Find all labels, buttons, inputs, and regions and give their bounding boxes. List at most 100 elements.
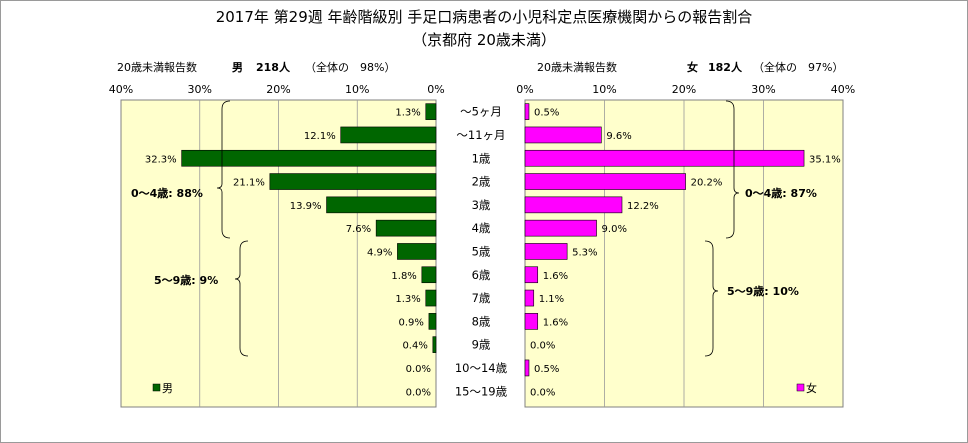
female-header-share: （全体の 97%） — [753, 60, 843, 74]
category-label: 7歳 — [472, 291, 491, 305]
female-x-tick: 40% — [831, 83, 855, 96]
female-data-label: 0.5% — [534, 108, 559, 119]
female-bar — [524, 289, 535, 307]
chart-title: 2017年 第29週 年齢階級別 手足口病患者の小児科定点医療機関からの報告割合 — [216, 8, 753, 26]
female-data-label: 1.1% — [539, 294, 564, 305]
female-data-label: 9.0% — [602, 224, 627, 235]
female-brace-5-9 — [704, 240, 719, 357]
category-label: ～11ヶ月 — [456, 128, 505, 142]
male-group-0-4-label: 0～4歳: 88% — [131, 186, 203, 200]
male-x-tick: 20% — [266, 83, 290, 96]
male-bar — [340, 126, 437, 144]
female-header-label: 20歳未満報告数 — [537, 61, 617, 74]
male-bar — [428, 313, 437, 330]
male-x-tick: 0% — [427, 83, 444, 96]
male-data-label: 0.4% — [402, 341, 427, 352]
female-data-label: 0.5% — [534, 364, 559, 375]
female-bar — [524, 313, 539, 330]
female-data-labels: 0.5% 9.6% 35.1% 20.2% 12.2% 9.0% 5.3% 1.6% 1.1% 1… — [530, 108, 841, 399]
male-legend-label: 男 — [162, 382, 173, 395]
category-label: 3歳 — [472, 198, 491, 212]
male-header-share: （全体の 98%） — [305, 60, 395, 74]
female-bar — [524, 359, 530, 377]
female-group-5-9-label: 5～9歳: 10% — [727, 284, 799, 298]
category-label: 6歳 — [472, 268, 491, 282]
female-data-label: 9.6% — [606, 131, 631, 142]
male-data-label: 0.9% — [399, 317, 424, 328]
male-bar — [375, 219, 437, 237]
female-bar — [524, 266, 539, 284]
female-data-label: 35.1% — [809, 154, 841, 165]
category-label: 15～19歳 — [455, 384, 508, 398]
male-group-5-9-label: 5～9歳: 9% — [154, 273, 218, 287]
category-label: 4歳 — [472, 221, 491, 235]
category-label: 10～14歳 — [455, 361, 508, 375]
female-header-sex: 女 — [687, 60, 698, 74]
male-data-label: 12.1% — [304, 131, 336, 142]
male-bar — [425, 103, 437, 120]
female-x-tick: 30% — [751, 83, 775, 96]
female-data-label: 0.0% — [530, 387, 555, 398]
male-data-label: 4.9% — [367, 247, 392, 258]
male-data-label: 32.3% — [145, 154, 177, 165]
female-bar — [524, 196, 623, 214]
female-legend-label: 女 — [806, 381, 817, 395]
female-bar — [524, 103, 530, 120]
female-header: 20歳未満報告数 女 182人 （全体の 97%） — [537, 60, 843, 74]
female-x-tick: 20% — [672, 83, 696, 96]
female-bar — [524, 219, 597, 237]
male-data-label: 21.1% — [233, 178, 265, 189]
chart-subtitle: （京都府 20歳未満） — [412, 31, 556, 49]
category-labels: ～5ヶ月 ～11ヶ月 1歳 2歳 3歳 4歳 5歳 6歳 7歳 8歳 9歳 10～14歳 15～19歳 — [455, 105, 508, 399]
category-label: ～5ヶ月 — [460, 105, 502, 119]
female-header-count: 182人 — [708, 60, 743, 74]
category-label: 8歳 — [472, 314, 491, 328]
male-bar — [421, 266, 437, 284]
male-data-label: 0.0% — [406, 387, 431, 398]
category-label: 1歳 — [472, 151, 491, 165]
female-data-label: 1.6% — [543, 271, 568, 282]
female-x-tick: 10% — [592, 83, 616, 96]
male-brace-5-9 — [234, 240, 249, 357]
male-bar — [181, 149, 437, 167]
category-label: 5歳 — [472, 244, 491, 258]
male-bars — [181, 103, 437, 353]
male-x-tick: 10% — [345, 83, 369, 96]
female-legend-swatch — [796, 383, 805, 392]
male-bar — [432, 336, 437, 353]
male-bar — [425, 289, 437, 307]
male-data-label: 0.0% — [406, 364, 431, 375]
female-panel: 0% 10% 20% 30% 40% 0.5% 9.6% 35.1% 20.2% 12.2% 9.… — [516, 83, 855, 408]
male-header: 20歳未満報告数 男 218人 （全体の 98%） — [117, 60, 395, 74]
male-x-ticks: 40% 30% 20% 10% 0% — [109, 83, 445, 96]
male-data-label: 1.3% — [395, 294, 420, 305]
male-data-label: 1.8% — [391, 271, 416, 282]
female-data-label: 0.0% — [530, 341, 555, 352]
female-bar — [524, 126, 602, 144]
male-header-count: 218人 — [256, 60, 291, 74]
category-label: 9歳 — [472, 338, 491, 352]
male-x-tick: 30% — [188, 83, 212, 96]
female-data-label: 5.3% — [572, 247, 597, 258]
male-x-tick: 40% — [109, 83, 133, 96]
male-header-sex: 男 — [232, 61, 243, 74]
male-bar — [397, 243, 437, 260]
category-label: 2歳 — [472, 175, 491, 189]
male-data-labels: 1.3% 12.1% 32.3% 21.1% 13.9% 7.6% 4.9% 1.8% 1.3%… — [145, 108, 431, 399]
male-bar — [269, 173, 437, 190]
female-x-tick: 0% — [516, 83, 533, 96]
male-bar — [326, 196, 437, 214]
male-data-label: 7.6% — [346, 224, 371, 235]
female-group-0-4-label: 0～4歳: 87% — [745, 186, 817, 200]
female-data-label: 20.2% — [691, 178, 723, 189]
male-data-label: 13.9% — [290, 201, 322, 212]
female-brace-0-4 — [725, 100, 740, 239]
female-bar — [524, 173, 686, 190]
male-legend-swatch — [152, 383, 161, 392]
male-brace-0-4 — [216, 100, 231, 239]
female-bar — [524, 243, 568, 260]
male-panel: 40% 30% 20% 10% 0% 1.3% 12.1% 32.3% 21.1% 13.9% 7… — [109, 83, 445, 408]
female-data-label: 12.2% — [627, 201, 659, 212]
female-x-ticks: 0% 10% 20% 30% 40% — [516, 83, 855, 96]
